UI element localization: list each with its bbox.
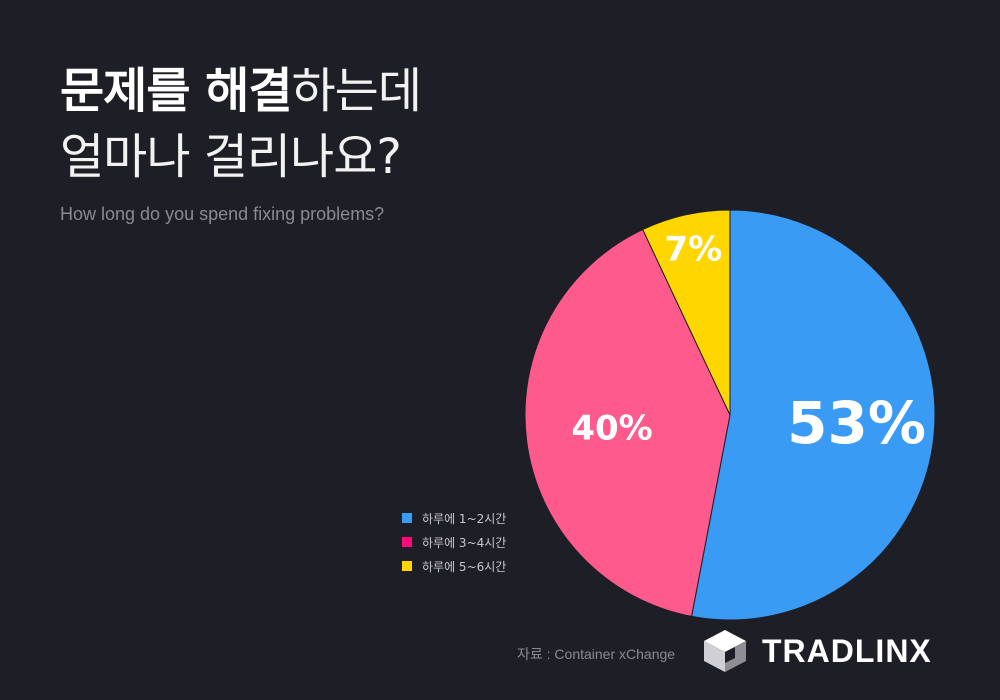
subtitle: How long do you spend fixing problems? [60, 204, 385, 224]
title-line-2: 얼마나 걸리나요? [60, 129, 402, 185]
slice-value-label: 53% [787, 389, 926, 457]
legend-item: 하루에 1~2시간 [402, 506, 506, 530]
title-line-1: 문제를 해결하는데 [60, 58, 422, 124]
legend-label: 하루에 1~2시간 [422, 511, 507, 526]
legend-label: 하루에 5~6시간 [422, 559, 507, 574]
cube-logo-icon [704, 630, 746, 672]
legend-swatch [402, 561, 412, 571]
legend-swatch [402, 513, 412, 523]
legend-swatch [402, 537, 412, 547]
legend-item: 하루에 3~4시간 [402, 530, 506, 554]
pie-slice [642, 209, 731, 416]
slice-value-label: 7% [664, 229, 722, 269]
title-light-text: 하는데 [291, 63, 422, 119]
page-title: 문제를 해결하는데 얼마나 걸리나요? [60, 58, 422, 190]
pie-slice [524, 228, 731, 617]
source-note: 자료 : Container xChange [517, 646, 676, 662]
legend-label: 하루에 3~4시간 [422, 535, 507, 550]
brand-name: TRADLINX [762, 632, 932, 669]
legend: 하루에 1~2시간 하루에 3~4시간 하루에 5~6시간 [402, 506, 506, 578]
pie-slice [691, 209, 936, 621]
legend-item: 하루에 5~6시간 [402, 554, 506, 578]
slice-value-label: 40% [571, 408, 652, 448]
brand-logo: TRADLINX [702, 628, 932, 674]
title-bold-text: 문제를 해결 [60, 63, 293, 119]
